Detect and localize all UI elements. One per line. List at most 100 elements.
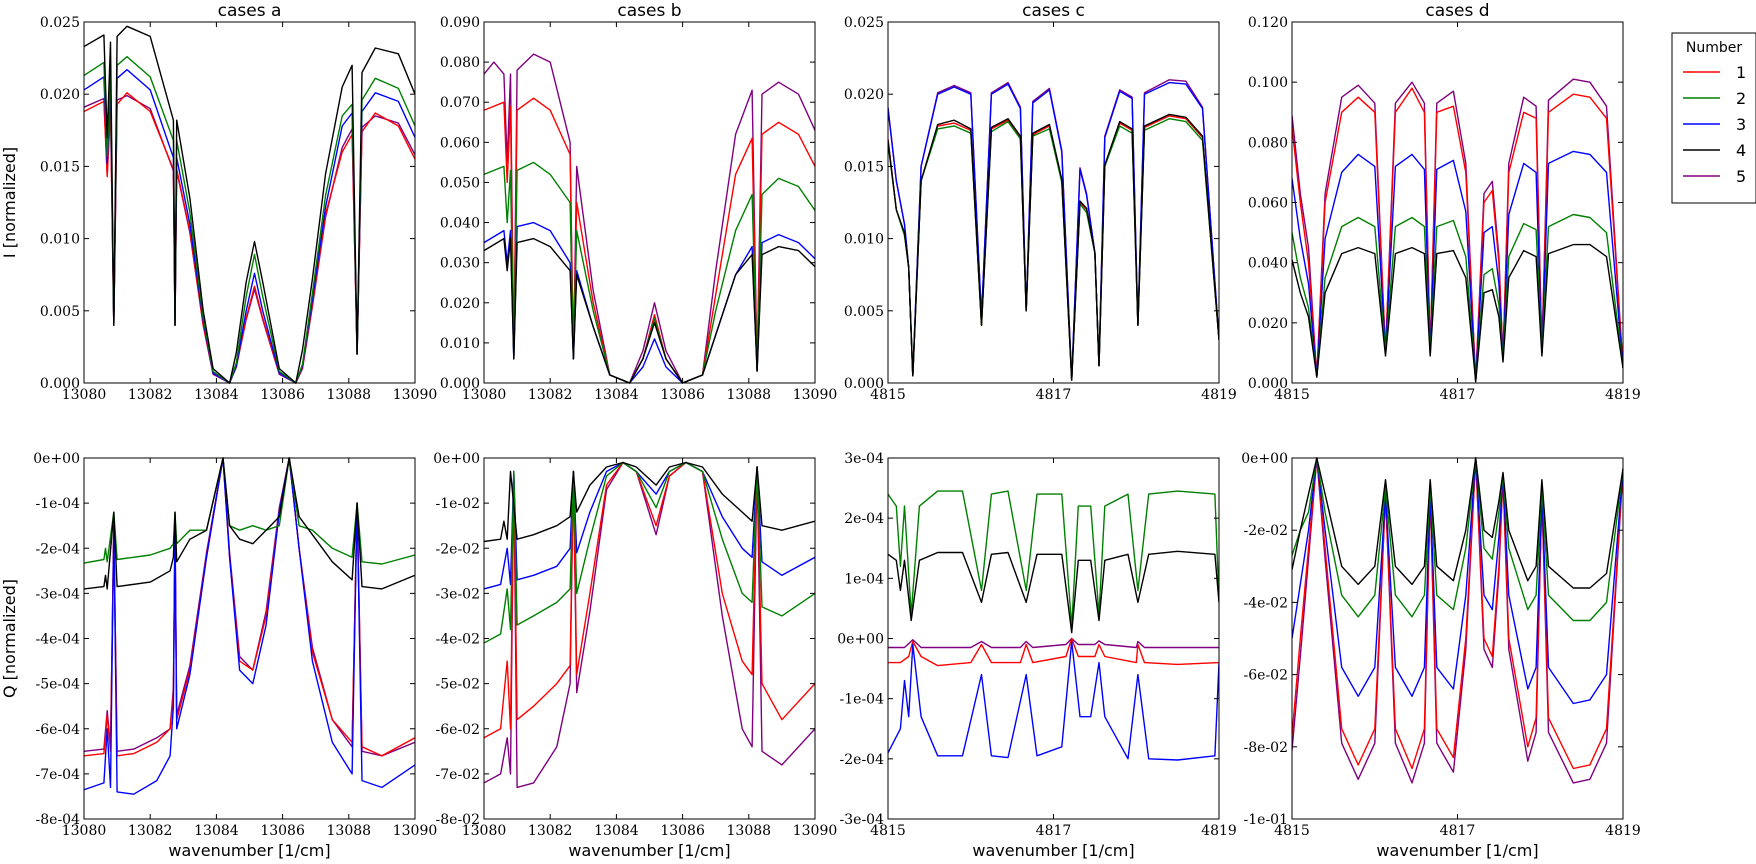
legend-entry-2: 2 bbox=[1683, 89, 1746, 108]
x-axis-label: wavenumber [1/cm] bbox=[972, 841, 1134, 860]
y-tick-label: 0.000 bbox=[440, 376, 480, 392]
series-2-line bbox=[888, 118, 1219, 381]
legend-label: 2 bbox=[1736, 89, 1746, 108]
x-tick-label: 4815 bbox=[1274, 823, 1310, 839]
y-tick-label: -1e-04 bbox=[36, 496, 81, 512]
y-tick-label: -2e-02 bbox=[1244, 523, 1288, 539]
legend-label: 1 bbox=[1736, 63, 1746, 82]
y-tick-label: 0.015 bbox=[844, 159, 884, 175]
series-5-line bbox=[484, 461, 815, 789]
x-tick-label: 13090 bbox=[393, 387, 438, 403]
y-tick-label: 0.060 bbox=[1248, 196, 1288, 212]
y-tick-label: 0.000 bbox=[844, 376, 884, 392]
panel-Qb: 13080 13082 13084 13086 13088 13090 -8e-02 -7e-… bbox=[433, 451, 837, 860]
x-tick-label: 13080 bbox=[62, 823, 107, 839]
x-tick-label: 13080 bbox=[62, 387, 107, 403]
y-tick-label: 0.060 bbox=[440, 135, 480, 151]
y-tick-label: 0.080 bbox=[1248, 135, 1288, 151]
x-tick-label: 13082 bbox=[128, 387, 173, 403]
series-1-line bbox=[1292, 87, 1623, 383]
y-tick-label: 0.000 bbox=[40, 376, 80, 392]
axes-frame bbox=[83, 21, 416, 384]
y-tick-label: 1e-04 bbox=[844, 571, 884, 587]
x-tick-label: 4819 bbox=[1201, 387, 1237, 403]
y-tick-label: 0.025 bbox=[40, 15, 80, 31]
x-axis-label: wavenumber [1/cm] bbox=[568, 841, 730, 860]
x-tick-label: 13090 bbox=[793, 387, 838, 403]
series-group bbox=[888, 490, 1219, 761]
series-group bbox=[1292, 78, 1623, 383]
y-tick-label: -6e-02 bbox=[1244, 668, 1288, 684]
axes-frame bbox=[1291, 21, 1624, 384]
axes-frame bbox=[887, 21, 1220, 384]
x-tick-label: 4817 bbox=[1440, 387, 1476, 403]
y-tick-label: 0.090 bbox=[440, 15, 480, 31]
series-2-line bbox=[84, 457, 415, 565]
y-tick-label: 0.010 bbox=[440, 336, 480, 352]
legend-entry-3: 3 bbox=[1683, 115, 1746, 134]
x-tick-label: 13088 bbox=[727, 387, 772, 403]
y-tick-label: -4e-02 bbox=[1244, 595, 1288, 611]
x-tick-label: 4815 bbox=[870, 387, 906, 403]
y-tick-label: 0e+00 bbox=[1241, 451, 1288, 467]
y-tick-label: -2e-02 bbox=[436, 541, 480, 557]
series-group bbox=[84, 457, 415, 795]
y-tick-label: 0.020 bbox=[844, 87, 884, 103]
series-4-line bbox=[484, 461, 815, 543]
series-3-line bbox=[1292, 150, 1623, 383]
panel-Ib: 13080 13082 13084 13086 13088 13090 0.000 0.010… bbox=[440, 1, 837, 403]
y-tick-label: 0.005 bbox=[844, 304, 884, 320]
series-1-line bbox=[484, 461, 815, 739]
panel-title: cases a bbox=[218, 1, 282, 21]
x-tick-label: 13086 bbox=[660, 387, 705, 403]
x-tick-label: 4819 bbox=[1605, 387, 1641, 403]
y-tick-label: -1e-02 bbox=[436, 496, 480, 512]
series-1-line bbox=[888, 637, 1219, 667]
series-1-line bbox=[888, 115, 1219, 381]
y-tick-label: -3e-04 bbox=[840, 812, 885, 828]
y-tick-label: -1e-01 bbox=[1244, 812, 1288, 828]
y-tick-label: -4e-04 bbox=[36, 632, 81, 648]
x-tick-label: 13090 bbox=[793, 823, 838, 839]
series-4-line bbox=[888, 550, 1219, 634]
y-tick-label: -3e-04 bbox=[36, 586, 81, 602]
panel-title: cases b bbox=[617, 1, 681, 21]
legend: Number 1 2 3 4 5 bbox=[1671, 32, 1756, 204]
y-axis-label: Q [normalized] bbox=[0, 579, 19, 698]
legend-entry-4: 4 bbox=[1683, 141, 1746, 160]
y-tick-label: 0.020 bbox=[40, 87, 80, 103]
y-tick-label: 0.100 bbox=[1248, 75, 1288, 91]
y-tick-label: -1e-04 bbox=[840, 692, 885, 708]
y-tick-label: 0.000 bbox=[1248, 376, 1288, 392]
y-tick-label: -2e-04 bbox=[840, 752, 885, 768]
series-4-line bbox=[84, 25, 415, 384]
legend-entry-5: 5 bbox=[1683, 167, 1746, 186]
y-tick-label: 0.010 bbox=[40, 232, 80, 248]
x-tick-label: 4817 bbox=[1036, 387, 1072, 403]
y-tick-label: 0e+00 bbox=[837, 632, 884, 648]
x-tick-label: 4817 bbox=[1440, 823, 1476, 839]
panel-Ic: 4815 4817 4819 0.000 0.005 0.010 0.015 0.020 0.0… bbox=[844, 1, 1237, 403]
series-3-line bbox=[1292, 457, 1623, 705]
series-group bbox=[484, 53, 815, 384]
x-tick-label: 13084 bbox=[594, 387, 639, 403]
y-tick-label: -7e-04 bbox=[36, 767, 81, 783]
panel-title: cases c bbox=[1022, 1, 1085, 21]
panel-title: cases d bbox=[1425, 1, 1489, 21]
legend-label: 5 bbox=[1736, 167, 1746, 186]
series-2-line bbox=[888, 490, 1219, 628]
series-4-line bbox=[1292, 243, 1623, 383]
series-2-line bbox=[484, 461, 815, 644]
series-group bbox=[84, 25, 415, 384]
y-tick-label: -2e-04 bbox=[36, 541, 81, 557]
x-tick-label: 13082 bbox=[128, 823, 173, 839]
y-tick-label: 0.040 bbox=[1248, 256, 1288, 272]
series-group bbox=[1292, 457, 1623, 784]
series-5-line bbox=[84, 94, 415, 384]
series-4-line bbox=[888, 113, 1219, 381]
series-3-line bbox=[484, 461, 815, 590]
x-tick-label: 13084 bbox=[194, 823, 239, 839]
y-tick-label: 3e-04 bbox=[844, 451, 884, 467]
y-tick-label: -6e-04 bbox=[36, 722, 81, 738]
y-tick-label: -6e-02 bbox=[436, 722, 480, 738]
